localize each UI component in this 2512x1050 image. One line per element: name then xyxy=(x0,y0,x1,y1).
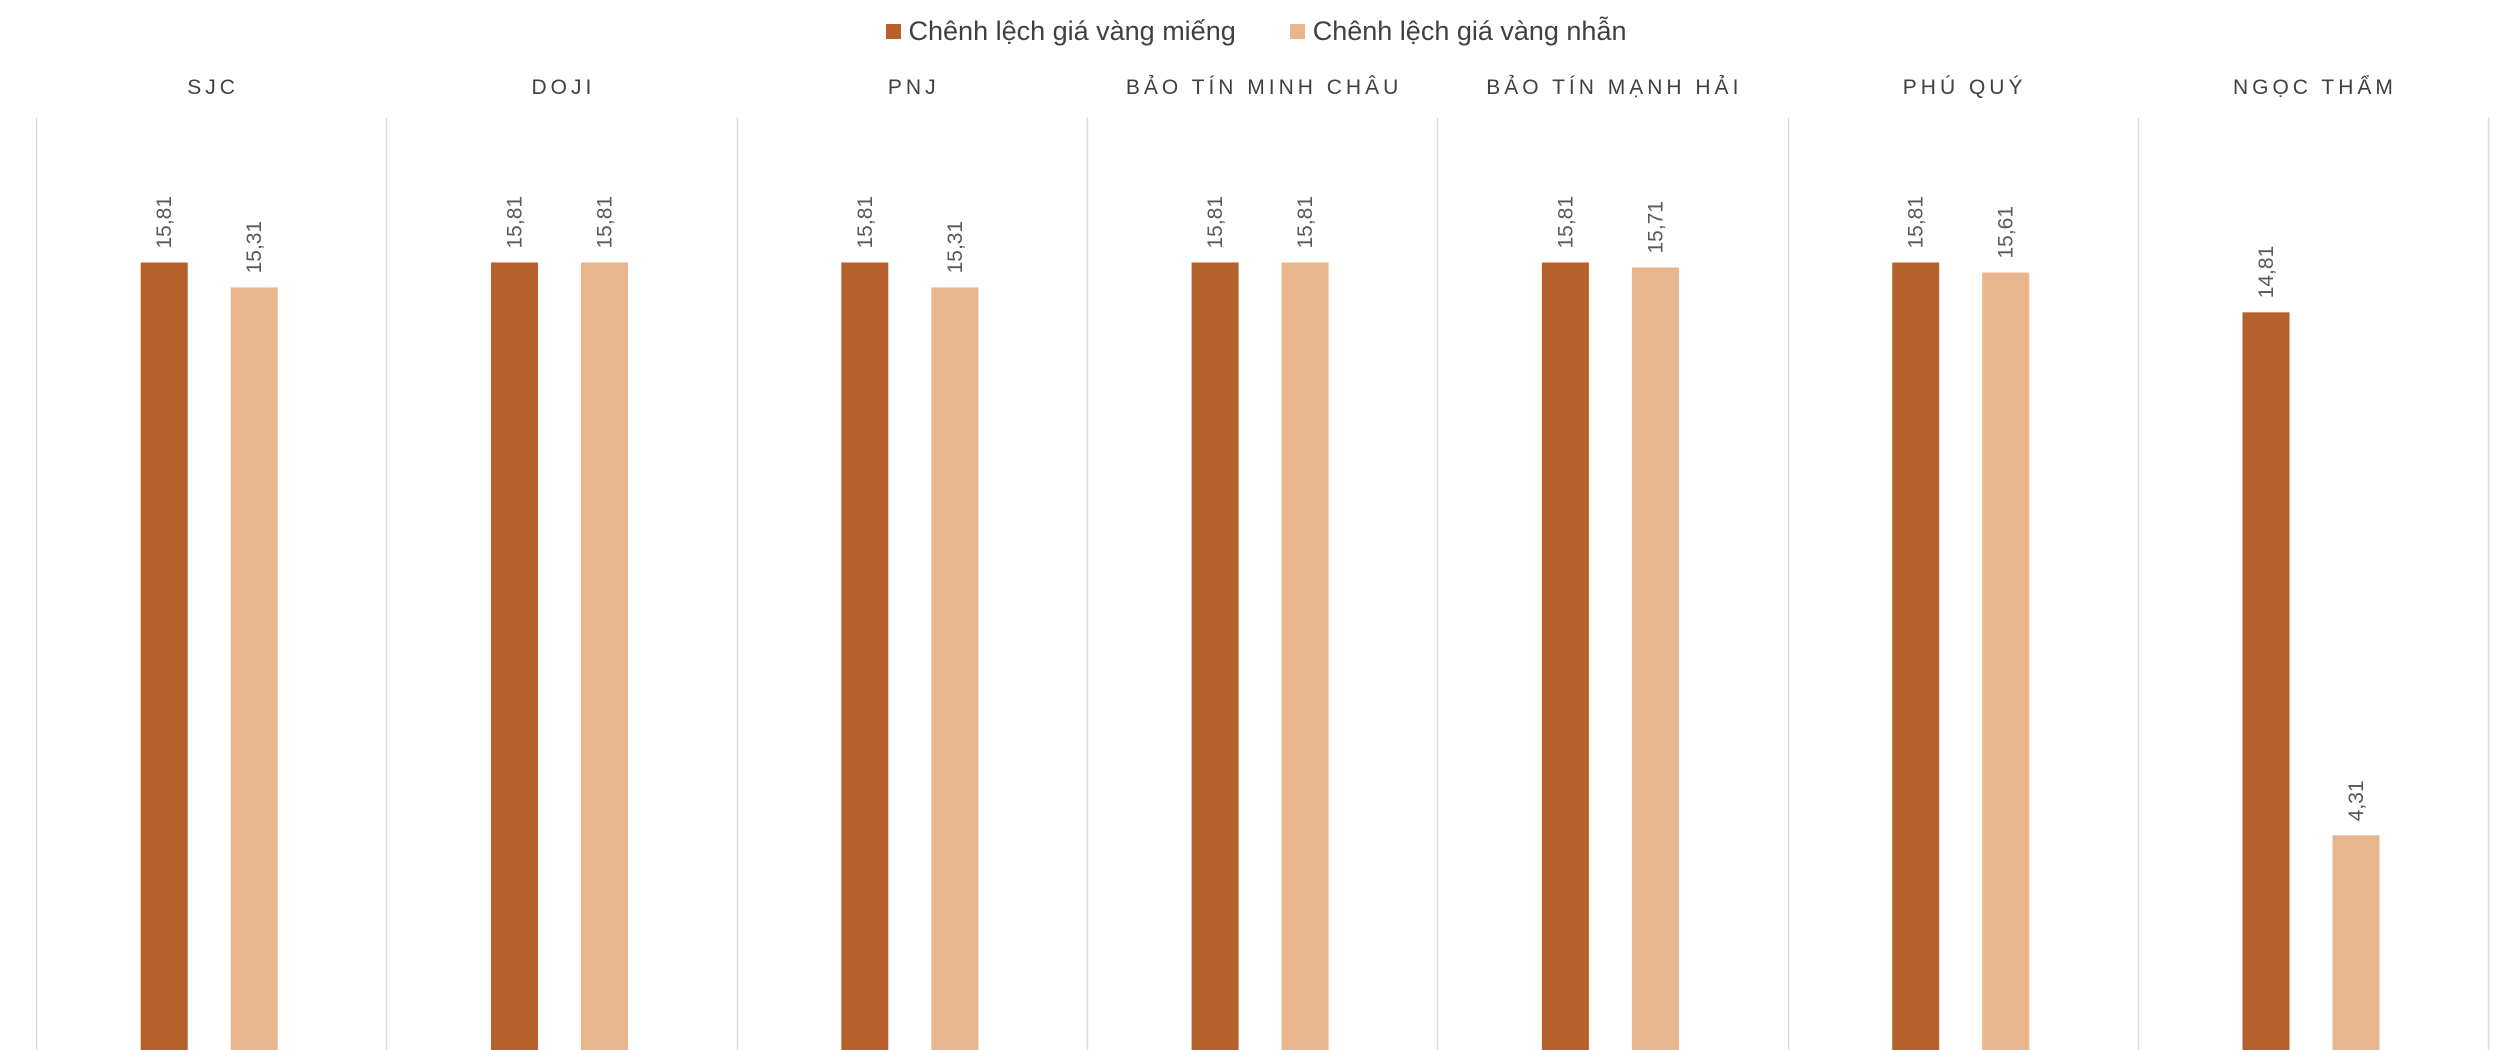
ring-gold-bar xyxy=(2332,835,2380,1050)
bar-gold-bar xyxy=(841,262,889,1050)
ring-gold-bar xyxy=(581,262,628,1050)
data-label: 15,81 xyxy=(594,196,617,249)
ring-gold-bar xyxy=(931,287,979,1050)
data-label: 14,81 xyxy=(2255,246,2278,299)
legend-label-ring-gold: Chênh lệch giá vàng nhẫn xyxy=(1312,16,1627,46)
category-label: BẢO TÍN MẠNH HẢI xyxy=(1486,76,1742,99)
category-label: SJC xyxy=(187,76,239,99)
category-label: PHÚ QUÝ xyxy=(1903,76,2027,99)
bar-gold-bar xyxy=(491,262,538,1050)
category-label: NGỌC THẨM xyxy=(2233,76,2397,99)
data-label: 15,81 xyxy=(1554,196,1577,249)
data-label: 15,81 xyxy=(1294,196,1317,249)
data-label: 15,81 xyxy=(153,196,176,249)
data-label: 15,81 xyxy=(854,196,877,249)
data-label: 15,31 xyxy=(243,221,266,274)
data-label: 15,81 xyxy=(1204,196,1227,249)
data-label: 15,61 xyxy=(1995,206,2018,259)
bar-gold-bar xyxy=(2242,312,2290,1050)
legend-item-bar-gold: Chênh lệch giá vàng miếng xyxy=(885,16,1236,47)
data-label: 4,31 xyxy=(2345,780,2368,821)
bar-gold-bar xyxy=(1541,262,1589,1050)
category-label: DOJI xyxy=(532,76,596,99)
data-label: 15,31 xyxy=(944,221,967,274)
ring-gold-bar xyxy=(1281,262,1329,1050)
bar-gold-bar xyxy=(1892,262,1940,1050)
category-label: PNJ xyxy=(888,76,940,99)
legend-item-ring-gold: Chênh lệch giá vàng nhẫn xyxy=(1289,16,1627,47)
legend: Chênh lệch giá vàng miếng Chênh lệch giá… xyxy=(0,16,2512,47)
ring-gold-bar xyxy=(1982,272,2030,1050)
legend-label-bar-gold: Chênh lệch giá vàng miếng xyxy=(908,16,1236,46)
data-label: 15,81 xyxy=(504,196,527,249)
bar-gold-bar xyxy=(1191,262,1239,1050)
data-label: 15,71 xyxy=(1644,201,1667,254)
ring-gold-bar xyxy=(1631,267,1679,1050)
category-label: BẢO TÍN MINH CHÂU xyxy=(1126,76,1402,99)
legend-swatch-bar-gold xyxy=(885,24,901,39)
legend-swatch-ring-gold xyxy=(1289,24,1305,39)
bar-gold-bar xyxy=(140,262,188,1050)
data-label: 15,81 xyxy=(1905,196,1928,249)
ring-gold-bar xyxy=(230,287,278,1050)
